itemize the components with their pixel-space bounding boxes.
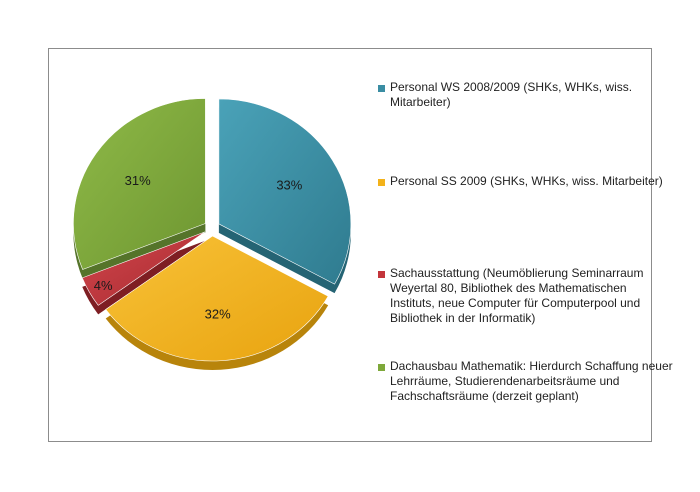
legend-item: Personal SS 2009 (SHKs, WHKs, wiss. Mita… [378,174,673,189]
legend-swatch [378,179,385,186]
pie-data-label: 33% [276,177,302,192]
pie-data-label: 32% [205,306,231,321]
pie-slice [218,98,352,285]
legend-label: Personal WS 2008/2009 (SHKs, WHKs, wiss.… [390,80,633,109]
legend-item: Personal WS 2008/2009 (SHKs, WHKs, wiss.… [378,80,673,110]
pie-slice [105,235,329,362]
legend-label: Dachausbau Mathematik: Hierdurch Schaffu… [390,359,673,403]
legend-label: Sachausstattung (Neumöblierung Seminarra… [390,266,644,325]
pie-data-label: 4% [94,278,113,293]
legend-item: Sachausstattung (Neumöblierung Seminarra… [378,266,673,326]
legend-swatch [378,85,385,92]
legend-item: Dachausbau Mathematik: Hierdurch Schaffu… [378,359,673,404]
pie-data-label: 31% [125,173,151,188]
legend-swatch [378,364,385,371]
pie-slice [73,98,206,270]
legend-label: Personal SS 2009 (SHKs, WHKs, wiss. Mita… [390,174,663,188]
legend-swatch [378,271,385,278]
pie-slice [81,231,206,306]
pie-slice-side [82,240,205,315]
